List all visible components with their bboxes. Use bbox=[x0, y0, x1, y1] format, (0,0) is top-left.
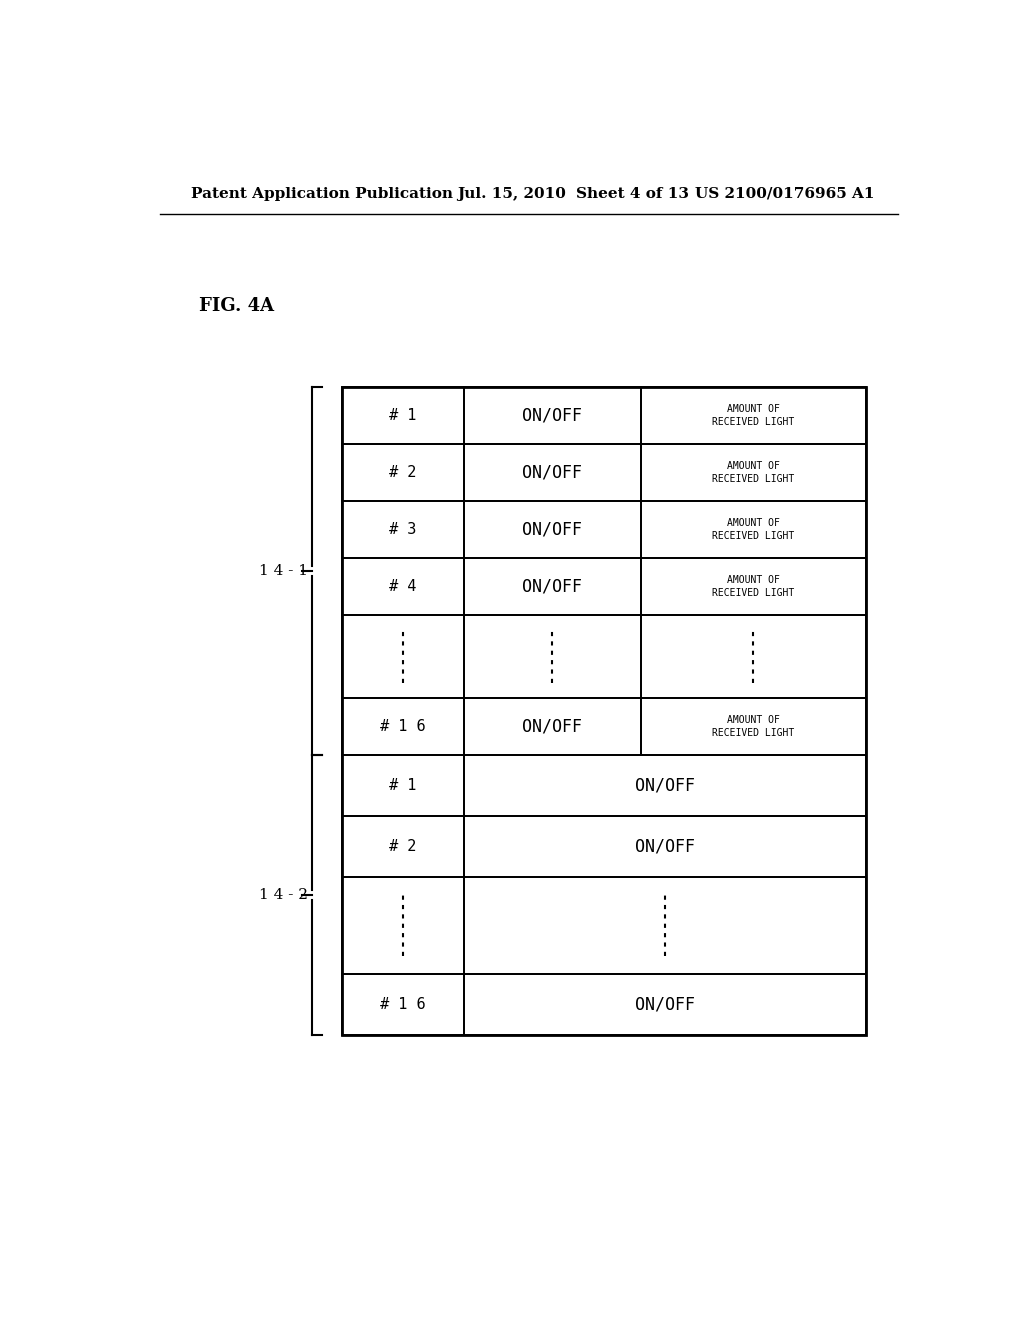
Bar bbox=[342, 755, 464, 816]
Bar bbox=[641, 698, 866, 755]
Text: ON/OFF: ON/OFF bbox=[522, 577, 583, 595]
Bar bbox=[342, 876, 464, 974]
Bar bbox=[464, 500, 641, 558]
Text: # 2: # 2 bbox=[389, 465, 417, 480]
Bar bbox=[342, 387, 866, 1035]
Bar bbox=[464, 755, 866, 816]
Text: 1 4 - 2: 1 4 - 2 bbox=[259, 888, 308, 902]
Bar bbox=[641, 500, 866, 558]
Text: ON/OFF: ON/OFF bbox=[522, 407, 583, 425]
Bar bbox=[342, 558, 464, 615]
Bar bbox=[641, 558, 866, 615]
Text: # 1: # 1 bbox=[389, 408, 417, 422]
Text: ON/OFF: ON/OFF bbox=[522, 463, 583, 482]
Text: Jul. 15, 2010: Jul. 15, 2010 bbox=[458, 187, 566, 201]
Bar bbox=[464, 615, 641, 698]
Text: Patent Application Publication: Patent Application Publication bbox=[191, 187, 454, 201]
Bar bbox=[464, 876, 866, 974]
Bar bbox=[342, 816, 464, 876]
Bar bbox=[464, 816, 866, 876]
Text: AMOUNT OF
RECEIVED LIGHT: AMOUNT OF RECEIVED LIGHT bbox=[713, 574, 795, 598]
Text: ON/OFF: ON/OFF bbox=[522, 718, 583, 735]
Text: FIG. 4A: FIG. 4A bbox=[200, 297, 274, 314]
Bar bbox=[641, 387, 866, 444]
Text: US 2100/0176965 A1: US 2100/0176965 A1 bbox=[695, 187, 874, 201]
Bar bbox=[342, 444, 464, 500]
Text: ON/OFF: ON/OFF bbox=[635, 837, 695, 855]
Bar bbox=[464, 444, 641, 500]
Text: # 3: # 3 bbox=[389, 521, 417, 537]
Text: AMOUNT OF
RECEIVED LIGHT: AMOUNT OF RECEIVED LIGHT bbox=[713, 404, 795, 428]
Text: ON/OFF: ON/OFF bbox=[635, 776, 695, 795]
Bar bbox=[342, 698, 464, 755]
Bar bbox=[464, 558, 641, 615]
Bar bbox=[342, 500, 464, 558]
Text: ON/OFF: ON/OFF bbox=[522, 520, 583, 539]
Bar bbox=[641, 444, 866, 500]
Bar bbox=[641, 615, 866, 698]
Text: Sheet 4 of 13: Sheet 4 of 13 bbox=[577, 187, 689, 201]
Text: # 1 6: # 1 6 bbox=[380, 997, 426, 1011]
Text: AMOUNT OF
RECEIVED LIGHT: AMOUNT OF RECEIVED LIGHT bbox=[713, 461, 795, 484]
Text: # 2: # 2 bbox=[389, 840, 417, 854]
Text: # 1: # 1 bbox=[389, 777, 417, 793]
Bar bbox=[464, 387, 641, 444]
Bar bbox=[464, 698, 641, 755]
Text: AMOUNT OF
RECEIVED LIGHT: AMOUNT OF RECEIVED LIGHT bbox=[713, 715, 795, 738]
Text: AMOUNT OF
RECEIVED LIGHT: AMOUNT OF RECEIVED LIGHT bbox=[713, 517, 795, 541]
Text: # 1 6: # 1 6 bbox=[380, 719, 426, 734]
Text: # 4: # 4 bbox=[389, 578, 417, 594]
Text: 1 4 - 1: 1 4 - 1 bbox=[259, 564, 308, 578]
Text: ON/OFF: ON/OFF bbox=[635, 995, 695, 1012]
Bar bbox=[464, 974, 866, 1035]
Bar bbox=[342, 974, 464, 1035]
Bar bbox=[342, 615, 464, 698]
Bar bbox=[342, 387, 464, 444]
